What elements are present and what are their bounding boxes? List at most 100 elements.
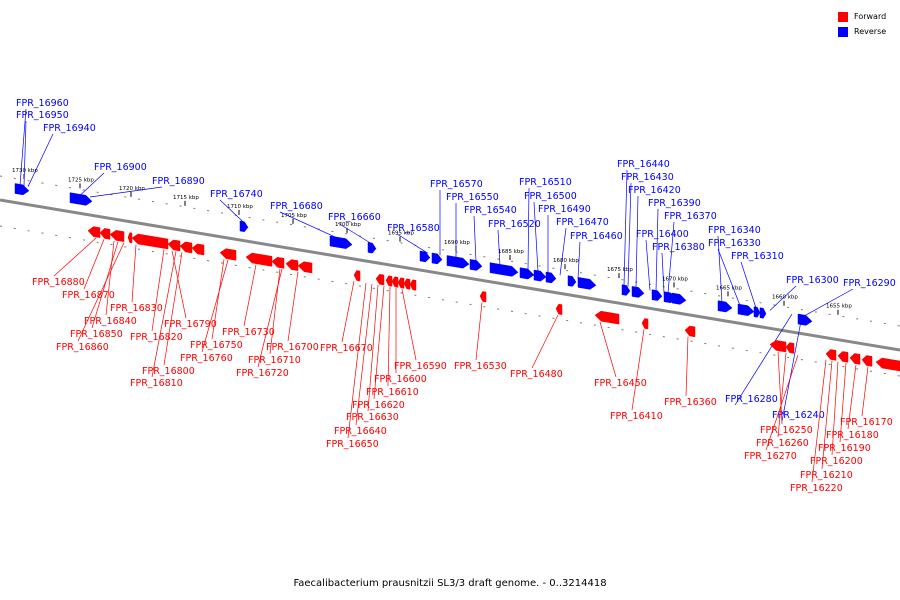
gene-label-forward: FPR_16410 xyxy=(610,411,663,422)
leader-line xyxy=(803,288,854,317)
leader-line xyxy=(131,244,137,303)
scale-label: 1695 kbp xyxy=(388,231,414,237)
gene-label-reverse: FPR_16960 xyxy=(16,98,69,109)
forward-gene xyxy=(131,233,169,250)
genome-axis xyxy=(0,198,900,352)
forward-gene xyxy=(684,325,696,338)
gene-label-reverse: FPR_16310 xyxy=(731,251,784,262)
leader-line xyxy=(685,336,689,397)
gene-label-reverse: FPR_16740 xyxy=(210,189,263,200)
forward-gene xyxy=(87,226,101,238)
gene-label-forward: FPR_16880 xyxy=(32,277,85,288)
gene-label-forward: FPR_16610 xyxy=(366,387,419,398)
forward-gene xyxy=(391,276,399,288)
gene-label-reverse: FPR_16340 xyxy=(708,225,761,236)
leader-line xyxy=(401,288,417,361)
forward-gene xyxy=(219,248,237,261)
gene-label-reverse: FPR_16290 xyxy=(843,278,896,289)
reverse-gene xyxy=(545,271,557,284)
leader-line xyxy=(23,120,27,187)
gene-label-forward: FPR_16860 xyxy=(56,342,109,353)
gene-label-forward: FPR_16870 xyxy=(62,290,115,301)
scale-label: 1675 kbp xyxy=(607,267,633,273)
scale-label: 1660 kbp xyxy=(772,295,798,301)
leader-line xyxy=(53,237,97,277)
leader-line xyxy=(734,313,793,406)
reverse-gene xyxy=(519,267,535,280)
gene-label-reverse: FPR_16520 xyxy=(488,219,541,230)
forward-gene xyxy=(825,349,837,361)
reverse-gene xyxy=(567,275,577,287)
leader-line xyxy=(396,233,429,254)
leader-line xyxy=(257,268,283,368)
leader-line xyxy=(661,252,665,293)
leader-line xyxy=(821,360,833,470)
reverse-swatch xyxy=(838,26,848,37)
gene-label-forward: FPR_16850 xyxy=(70,329,123,340)
scale-label: 1715 kbp xyxy=(173,195,199,201)
reverse-gene xyxy=(717,300,733,313)
gene-label-forward: FPR_16760 xyxy=(180,353,233,364)
gene-label-reverse: FPR_16550 xyxy=(446,192,499,203)
gene-label-forward: FPR_16710 xyxy=(248,355,301,366)
forward-gene xyxy=(109,230,125,242)
gene-label-reverse: FPR_16370 xyxy=(664,211,717,222)
gene-label-forward: FPR_16800 xyxy=(142,366,195,377)
reverse-gene xyxy=(759,307,767,319)
leader-line xyxy=(27,133,54,187)
gene-label-forward: FPR_16630 xyxy=(346,412,399,423)
leader-line xyxy=(631,329,645,411)
gene-label-forward: FPR_16250 xyxy=(760,425,813,436)
forward-gene xyxy=(403,278,411,290)
leader-line xyxy=(577,241,581,279)
gene-label-reverse: FPR_16540 xyxy=(464,205,517,216)
gene-label-forward: FPR_16670 xyxy=(320,343,373,354)
gene-label-forward: FPR_16220 xyxy=(790,483,843,494)
gene-label-forward: FPR_16590 xyxy=(394,361,447,372)
gene-label-reverse: FPR_16580 xyxy=(387,223,440,234)
leader-line xyxy=(623,169,628,287)
leader-line xyxy=(635,195,639,289)
gene-label-forward: FPR_16790 xyxy=(164,319,217,330)
leader-line xyxy=(211,259,225,340)
leader-line xyxy=(287,271,299,342)
forward-gene xyxy=(769,340,787,353)
gene-label-forward: FPR_16810 xyxy=(130,378,183,389)
leader-line xyxy=(473,215,477,262)
gene-label-forward: FPR_16820 xyxy=(130,332,183,343)
leader-line xyxy=(839,363,847,443)
gene-label-reverse: FPR_16890 xyxy=(152,176,205,187)
gene-label-forward: FPR_16480 xyxy=(510,369,563,380)
scale-label: 1720 kbp xyxy=(119,186,145,192)
forward-gene xyxy=(409,279,417,291)
forward-gene xyxy=(191,243,205,256)
forward-gene xyxy=(167,239,181,252)
leader-line xyxy=(599,321,617,378)
scale-label: 1655 kbp xyxy=(826,304,852,310)
leader-line xyxy=(769,285,797,311)
gene-label-reverse: FPR_16400 xyxy=(636,229,689,240)
gene-label-reverse: FPR_16500 xyxy=(524,191,577,202)
leader-line xyxy=(373,285,385,400)
forward-track xyxy=(0,225,900,377)
scale-label: 1700 kbp xyxy=(335,222,361,228)
reverse-gene xyxy=(651,289,663,301)
scale-label: 1725 kbp xyxy=(68,177,94,183)
leader-line xyxy=(151,251,177,378)
forward-gene xyxy=(127,232,133,244)
gene-label-forward: FPR_16620 xyxy=(352,400,405,411)
leader-line xyxy=(219,199,245,223)
forward-gene xyxy=(837,351,849,363)
forward-gene xyxy=(861,355,873,367)
gene-label-forward: FPR_16530 xyxy=(454,361,507,372)
scale-label: 1705 kbp xyxy=(281,213,307,219)
forward-gene xyxy=(594,310,620,325)
leader-line xyxy=(163,252,183,366)
forward-gene xyxy=(875,357,900,372)
gene-label-reverse: FPR_16950 xyxy=(16,110,69,121)
reverse-gene xyxy=(671,292,687,305)
gene-label-reverse: FPR_16490 xyxy=(538,204,591,215)
gene-label-reverse: FPR_16510 xyxy=(519,177,572,188)
leader-line xyxy=(847,364,857,430)
gene-label-forward: FPR_16200 xyxy=(810,456,863,467)
